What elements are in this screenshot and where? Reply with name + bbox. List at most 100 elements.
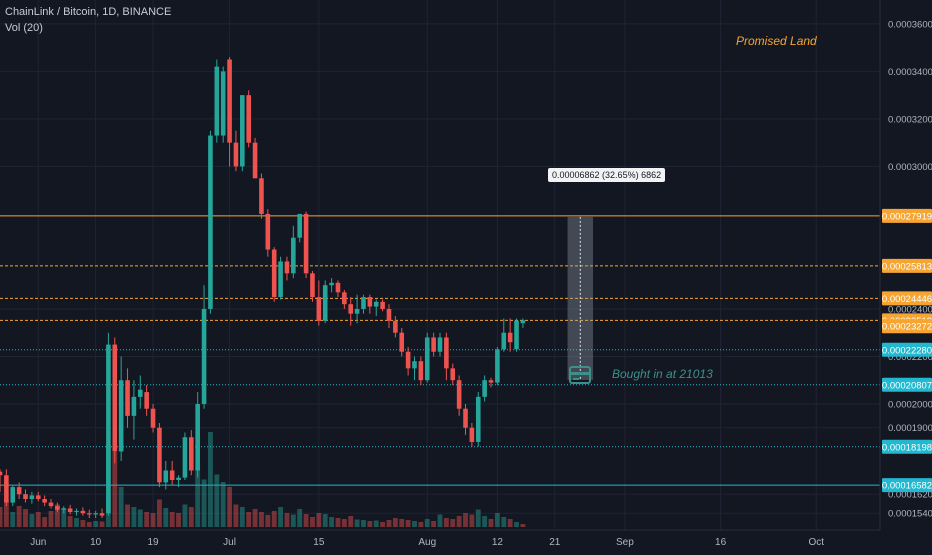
volume-bar	[463, 513, 468, 527]
candle-body	[393, 320, 398, 333]
candle	[163, 460, 169, 490]
candle	[361, 294, 366, 314]
volume-bar	[220, 482, 226, 527]
volume-bar	[482, 516, 488, 527]
x-tick-label: 16	[715, 537, 727, 548]
candle	[348, 297, 354, 326]
volume-legend[interactable]: Vol (20)	[5, 22, 43, 34]
level-price-tag	[882, 478, 932, 493]
volume-bar	[265, 515, 271, 527]
candle	[322, 280, 328, 324]
level-price-tag	[882, 258, 932, 273]
candle-body	[361, 297, 366, 309]
candle-body	[291, 237, 296, 274]
volume-bar	[316, 513, 322, 527]
candle	[386, 304, 392, 328]
candle	[482, 375, 487, 402]
candle-body	[220, 71, 226, 136]
candle-body	[456, 380, 462, 409]
candle-body	[112, 344, 118, 452]
candle	[329, 278, 334, 293]
volume-bar	[74, 518, 79, 527]
candle-body	[424, 337, 430, 381]
candle	[93, 510, 98, 518]
candle	[240, 95, 245, 172]
symbol-title[interactable]: ChainLink / Bitcoin, 1D, BINANCE	[5, 6, 172, 18]
volume-bar	[10, 512, 16, 527]
volume-bar	[520, 524, 526, 527]
volume-bar	[335, 518, 341, 527]
candle	[227, 57, 232, 167]
candle	[201, 285, 207, 409]
volume-bar	[112, 452, 118, 527]
x-axis[interactable]: Jun 10 19 Jul 15 Aug 12 21 Sep 16 Oct	[0, 529, 880, 548]
volume-bar	[418, 522, 424, 527]
candle-body	[10, 487, 16, 503]
volume-bar	[239, 507, 245, 527]
candle-body	[16, 487, 22, 495]
candle-body	[501, 332, 507, 350]
candle-body	[310, 273, 315, 298]
volume-bar	[188, 507, 194, 527]
candle-body	[42, 498, 47, 503]
volume-bar	[3, 499, 9, 527]
promised-land-note[interactable]: Promised Land	[736, 34, 817, 48]
x-tick-label: Jun	[30, 537, 46, 548]
candle-body	[48, 502, 54, 507]
volume-bar	[80, 520, 86, 527]
volume-bar	[195, 467, 201, 527]
candle-body	[182, 437, 188, 478]
candle-body	[367, 297, 373, 307]
volume-bar	[176, 513, 181, 527]
candle-body	[227, 59, 232, 143]
candle-body	[125, 380, 130, 416]
x-tick-label: 21	[549, 537, 561, 548]
candle	[125, 368, 130, 428]
candle	[431, 332, 436, 357]
volume-bar	[392, 518, 398, 527]
bought-in-note[interactable]: Bought in at 21013	[612, 367, 713, 381]
candle-body	[469, 427, 475, 442]
candle-body	[444, 337, 449, 369]
candle	[118, 356, 124, 461]
volume-bar	[137, 509, 143, 527]
candle-body	[431, 337, 436, 352]
volume-bar	[93, 521, 99, 527]
x-tick-label: 10	[90, 537, 102, 548]
candle-body	[163, 470, 169, 483]
candle-body	[23, 494, 28, 499]
level-price-tag	[882, 342, 932, 357]
x-tick-label: Sep	[616, 537, 634, 548]
candle-body	[233, 142, 239, 167]
candle-body	[450, 368, 456, 381]
volume-bar	[208, 432, 213, 527]
candle	[354, 294, 360, 324]
volume-bar	[54, 504, 60, 527]
y-axis-panel	[880, 0, 932, 550]
candle	[86, 509, 92, 518]
volume-bar	[303, 514, 309, 527]
candle	[469, 422, 475, 447]
candle	[0, 469, 3, 492]
candle-body	[271, 249, 277, 298]
volume-bar	[456, 516, 462, 527]
level-price-label: 0.00023272	[882, 322, 932, 333]
candle	[284, 256, 290, 281]
candle-body	[437, 337, 443, 352]
volume-bar	[488, 519, 494, 527]
volume-bar	[35, 512, 41, 527]
level-price-label: 0.00027919	[882, 211, 932, 222]
price-range-measure[interactable]	[567, 216, 594, 380]
candle	[278, 256, 283, 300]
candle-body	[259, 178, 264, 214]
candle-body	[278, 261, 283, 298]
candle	[16, 482, 22, 499]
